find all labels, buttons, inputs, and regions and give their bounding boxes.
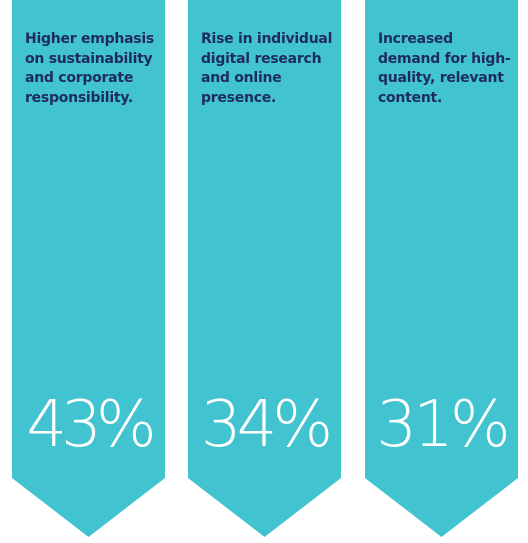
banner-arrow-shape (12, 0, 165, 537)
stat-banner-sustainability: Higher emphasis on sustainability and co… (12, 0, 165, 537)
stat-percentage: 34% (200, 388, 333, 462)
stat-description: Rise in individual digital research and … (201, 31, 333, 106)
banner-arrow-shape (365, 0, 518, 537)
stat-percentage: 43% (26, 388, 156, 462)
stat-percentage: 31% (376, 388, 510, 462)
stat-description: Higher emphasis on sustainability and co… (25, 31, 155, 106)
banner-arrow-shape (188, 0, 341, 537)
stat-banner-digital-research: Rise in individual digital research and … (188, 0, 341, 537)
stat-banner-content-demand: Increased demand for high-quality, relev… (365, 0, 518, 537)
stat-description: Increased demand for high-quality, relev… (378, 31, 511, 106)
